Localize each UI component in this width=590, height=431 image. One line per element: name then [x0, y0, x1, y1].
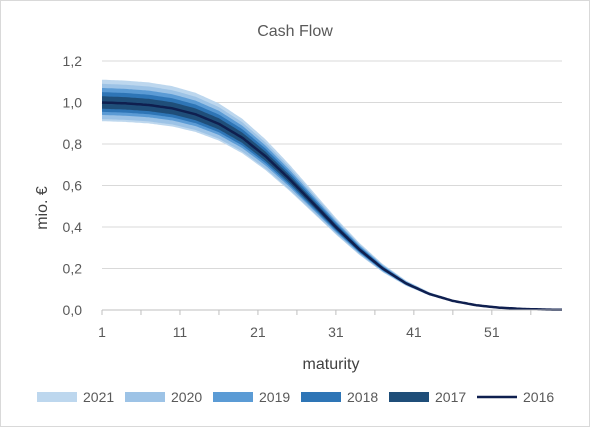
- legend-swatch-2019: [213, 392, 253, 402]
- x-tick-label: 11: [173, 324, 188, 340]
- y-tick-label: 0,0: [63, 302, 83, 318]
- legend-swatch-2018: [301, 392, 341, 402]
- y-tick-label: 0,8: [63, 136, 83, 152]
- x-axis-title: maturity: [303, 356, 360, 373]
- band-2018: [102, 92, 562, 310]
- legend-label-2020: 2020: [171, 389, 202, 405]
- x-tick-label: 41: [406, 324, 422, 340]
- legend-label-2021: 2021: [83, 389, 114, 405]
- series-lines: [101, 101, 562, 312]
- legend-label-2018: 2018: [347, 389, 378, 405]
- legend-swatch-2021: [37, 392, 77, 402]
- x-tick-label: 1: [98, 324, 106, 340]
- band-2017: [102, 96, 562, 310]
- y-axis-title: mio. €: [34, 186, 51, 230]
- legend-swatch-2020: [125, 392, 165, 402]
- fan-bands: [102, 79, 562, 310]
- y-tick-label: 0,2: [63, 261, 83, 277]
- line-2016: [101, 101, 562, 312]
- axes: 0,00,20,40,60,81,01,21 11 21 31 41 51: [63, 53, 562, 340]
- x-tick-label: 21: [250, 324, 266, 340]
- y-tick-label: 0,6: [63, 178, 83, 194]
- legend-swatch-2017: [389, 392, 429, 402]
- y-tick-label: 0,4: [63, 219, 83, 235]
- legend: 2021 2020 2019 2018 2017 2016: [37, 389, 554, 405]
- legend-label-2016: 2016: [523, 389, 554, 405]
- x-tick-label: 31: [328, 324, 344, 340]
- y-tick-label: 1,0: [63, 95, 83, 111]
- x-tick-label: 51: [484, 324, 500, 340]
- legend-label-2019: 2019: [259, 389, 290, 405]
- legend-label-2017: 2017: [435, 389, 466, 405]
- chart-title: Cash Flow: [257, 23, 333, 40]
- y-tick-label: 1,2: [63, 53, 83, 69]
